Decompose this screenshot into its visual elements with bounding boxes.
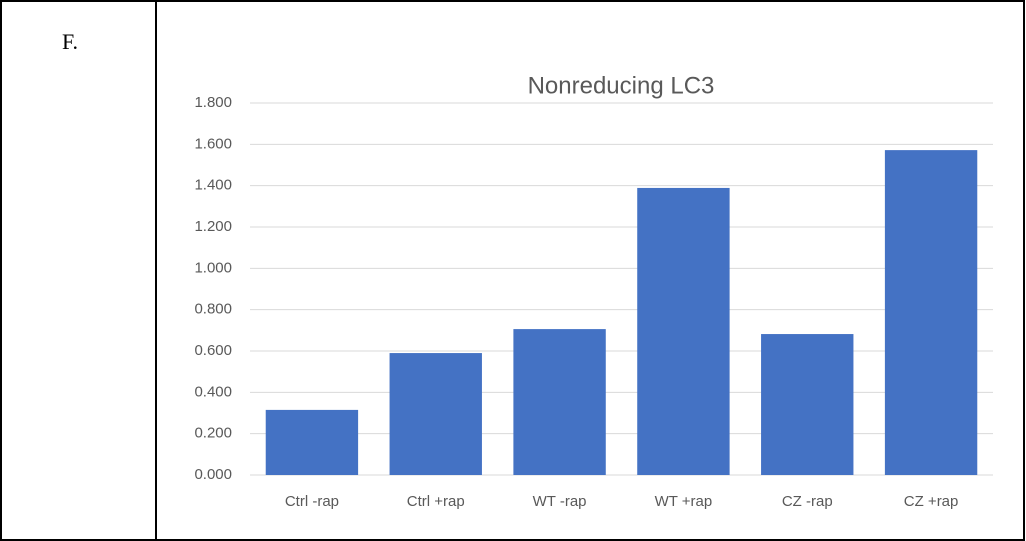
y-tick-label: 0.800 xyxy=(194,301,232,318)
x-tick-label: WT -rap xyxy=(533,493,587,510)
bar xyxy=(513,329,606,475)
y-tick-label: 0.200 xyxy=(194,425,232,442)
panel-label: F. xyxy=(62,29,78,54)
y-tick-label: 1.200 xyxy=(194,218,232,235)
bar xyxy=(761,334,854,475)
y-tick-label: 1.400 xyxy=(194,177,232,194)
x-tick-label: WT +rap xyxy=(655,493,713,510)
bar xyxy=(884,150,978,475)
y-tick-label: 1.600 xyxy=(194,135,232,152)
bar xyxy=(265,409,359,475)
bar xyxy=(637,187,730,475)
x-tick-label: Ctrl +rap xyxy=(407,493,465,510)
y-tick-label: 1.800 xyxy=(194,94,232,111)
y-tick-label: 0.400 xyxy=(194,383,232,400)
x-tick-label: CZ +rap xyxy=(904,493,959,510)
chart-title: Nonreducing LC3 xyxy=(528,72,715,99)
x-tick-label: CZ -rap xyxy=(782,493,833,510)
x-tick-label: Ctrl -rap xyxy=(285,493,339,510)
y-tick-label: 1.000 xyxy=(194,259,232,276)
y-tick-label: 0.000 xyxy=(194,466,232,483)
y-tick-label: 0.600 xyxy=(194,342,232,359)
bar xyxy=(389,353,482,475)
